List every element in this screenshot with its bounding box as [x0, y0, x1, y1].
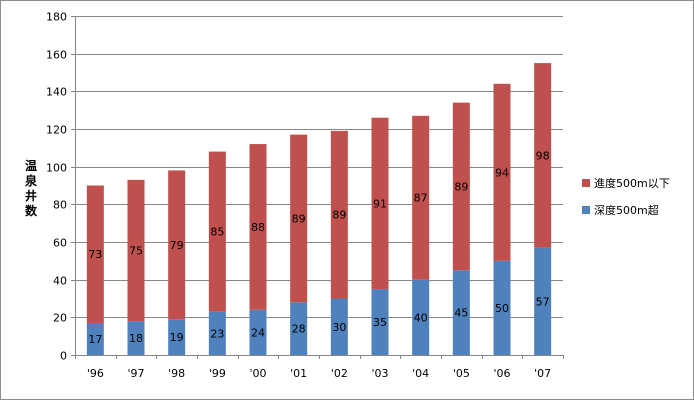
data-label: 17 [88, 333, 102, 346]
legend-label: 進度500m以下 [594, 176, 670, 190]
y-tick-label: 100 [46, 162, 67, 175]
x-tick-label: '00 [249, 367, 266, 380]
axes [75, 16, 563, 356]
y-tick-label: 140 [46, 86, 67, 99]
x-tick-label: '02 [331, 367, 348, 380]
y-tick-label: 40 [53, 275, 67, 288]
y-tick-label: 160 [46, 49, 67, 62]
gridlines [71, 16, 564, 359]
bar-segment [127, 179, 145, 322]
bar-segment [86, 322, 104, 355]
bars [86, 63, 552, 355]
data-label: 45 [454, 307, 468, 320]
bar-segment [412, 115, 430, 280]
data-label: 87 [414, 192, 428, 205]
data-label: 19 [170, 331, 184, 344]
bar-segment [249, 144, 267, 310]
data-label: 94 [495, 166, 509, 179]
data-label: 50 [495, 302, 509, 315]
y-tick-labels: 0 20 40 60 80 100 120 140 160 180 [46, 11, 67, 363]
bar-segment [371, 117, 389, 290]
bar-segment [330, 130, 348, 299]
x-tick-labels: '96 '97 '98 '99 '00 '01 '02 '03 '04 '05 '06 '07 [87, 367, 551, 380]
x-tick-label: '97 [127, 367, 144, 380]
bar-segment [371, 289, 389, 355]
data-label: 30 [332, 321, 346, 334]
x-tick-label: '07 [534, 367, 551, 380]
y-tick-label: 80 [53, 199, 67, 212]
bar-segment [127, 321, 145, 355]
bar-segment [208, 311, 226, 355]
bar-segment [290, 134, 308, 303]
legend-swatch [582, 179, 590, 187]
bar-segment [290, 302, 308, 355]
data-label: 89 [292, 212, 306, 225]
x-tick-label: '06 [493, 367, 510, 380]
legend-label: 深度500m超 [594, 203, 659, 217]
legend-swatch [582, 206, 590, 214]
y-axis-label: 温泉井数 [25, 159, 38, 218]
bar-segment [534, 247, 552, 355]
data-label: 91 [373, 197, 387, 210]
data-label: 57 [536, 295, 550, 308]
bar-segment [534, 63, 552, 248]
x-tick-label: '98 [168, 367, 185, 380]
data-labels: 17 73 18 75 19 79 23 85 24 88 28 89 30 89 35 91 40 87 45 89… [88, 149, 549, 346]
bar-segment [168, 319, 186, 355]
bar-segment [493, 83, 511, 261]
x-tick-label: '04 [412, 367, 429, 380]
data-label: 18 [129, 332, 143, 345]
x-tick-label: '96 [87, 367, 104, 380]
data-label: 28 [292, 323, 306, 336]
x-tick-label: '05 [453, 367, 470, 380]
bar-segment [330, 298, 348, 355]
data-label: 23 [210, 327, 224, 340]
data-label: 73 [88, 248, 102, 261]
data-label: 35 [373, 316, 387, 329]
bar-segment [249, 309, 267, 355]
y-tick-label: 0 [60, 350, 67, 363]
data-label: 40 [414, 311, 428, 324]
x-tick-label: '03 [371, 367, 388, 380]
data-label: 75 [129, 244, 143, 257]
bar-segment [412, 279, 430, 355]
y-tick-label: 120 [46, 124, 67, 137]
bar-segment [452, 270, 470, 355]
data-label: 89 [332, 209, 346, 222]
y-tick-label: 20 [53, 312, 67, 325]
data-label: 79 [170, 239, 184, 252]
bar-segment [208, 151, 226, 312]
bar-segment [168, 170, 186, 320]
y-tick-label: 180 [46, 11, 67, 24]
data-label: 89 [454, 180, 468, 193]
y-tick-label: 60 [53, 237, 67, 250]
bar-segment [452, 102, 470, 271]
data-label: 98 [536, 149, 550, 162]
bar-segment [493, 260, 511, 355]
data-label: 24 [251, 326, 265, 339]
data-label: 88 [251, 221, 265, 234]
data-label: 85 [210, 226, 224, 239]
x-tick-label: '01 [290, 367, 307, 380]
x-tick-label: '99 [209, 367, 226, 380]
bar-segment [86, 185, 104, 323]
